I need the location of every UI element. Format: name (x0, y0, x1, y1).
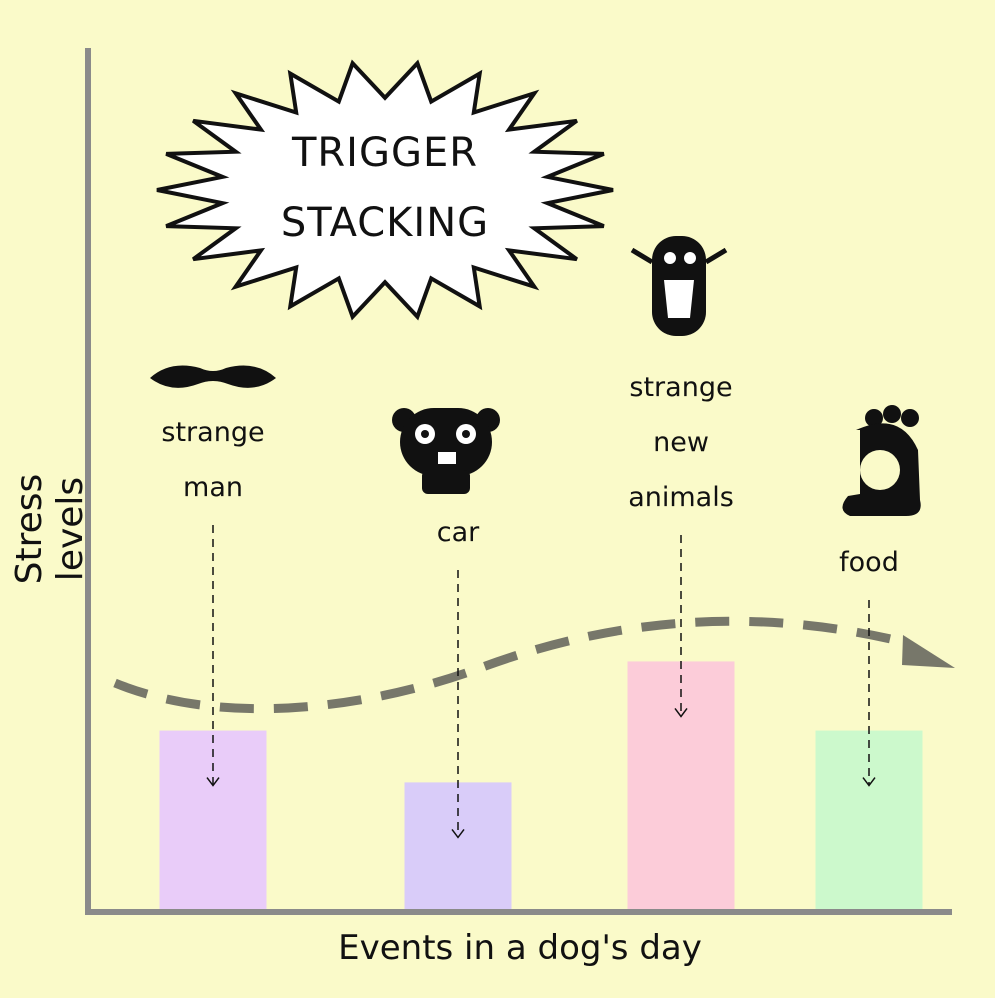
category-label: car (358, 505, 558, 560)
category-label: strange new animals (581, 360, 781, 525)
mustache-icon (150, 366, 276, 388)
animal-monster-icon (632, 236, 726, 336)
chart-title: TRIGGER STACKING (270, 118, 500, 258)
y-axis-label: Stress levels (9, 419, 91, 639)
trend-arrowhead (902, 635, 955, 668)
bar (160, 731, 267, 912)
food-monster-icon (842, 405, 920, 516)
category-label: food (769, 535, 969, 590)
car-monster-icon (392, 408, 500, 494)
trend-curve (115, 621, 895, 708)
category-label: strange man (113, 405, 313, 515)
chart: TRIGGER STACKING Stress levels Events in… (0, 0, 995, 998)
bar (628, 661, 735, 912)
x-axis-label: Events in a dog's day (88, 928, 952, 968)
